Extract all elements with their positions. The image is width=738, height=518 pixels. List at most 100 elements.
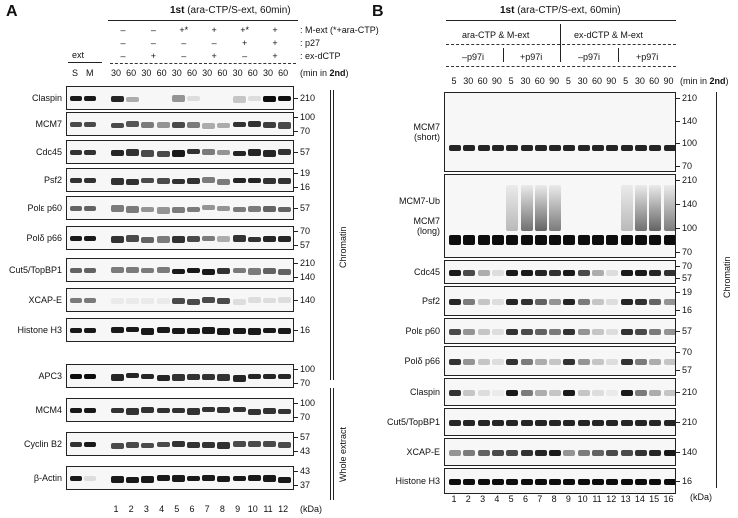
lane-number: 11 bbox=[263, 504, 273, 514]
protein-band-b bbox=[491, 420, 504, 426]
protein-band bbox=[187, 206, 200, 213]
protein-band bbox=[187, 408, 200, 415]
protein-band-b bbox=[506, 329, 519, 335]
protein-band-b bbox=[520, 270, 533, 276]
protein-band bbox=[141, 206, 155, 213]
protein-band-b bbox=[577, 235, 590, 246]
lane-number: 12 bbox=[278, 504, 289, 514]
protein-band-b bbox=[477, 235, 490, 246]
protein-band bbox=[202, 442, 216, 449]
protein-band-b bbox=[520, 479, 533, 485]
lane-number: 3 bbox=[143, 504, 149, 514]
marker-label: 43 bbox=[300, 446, 311, 456]
protein-band bbox=[232, 150, 246, 156]
protein-band bbox=[187, 149, 200, 155]
protein-band-b bbox=[449, 420, 461, 426]
protein-band bbox=[202, 122, 216, 129]
protein-band bbox=[84, 374, 96, 379]
protein-band-b bbox=[592, 235, 604, 246]
protein-band-b bbox=[491, 479, 504, 485]
marker-tick-b bbox=[676, 180, 680, 181]
protein-label-b: XCAP-E bbox=[406, 447, 440, 457]
timepoint-label: 60 bbox=[186, 68, 197, 78]
protein-band bbox=[263, 475, 276, 482]
protein-band-b bbox=[534, 359, 547, 365]
protein-band-b bbox=[506, 299, 519, 305]
lane-number: 5 bbox=[174, 504, 180, 514]
marker-tick-b bbox=[676, 392, 680, 393]
marker-label-b: 70 bbox=[682, 247, 693, 257]
panel-b-kda: (kDa) bbox=[690, 492, 712, 502]
protein-band-b bbox=[620, 359, 633, 365]
protein-band-b bbox=[620, 299, 633, 305]
marker-tick-b bbox=[676, 120, 680, 122]
panel-a-time-unit: (min in 2nd) bbox=[300, 68, 349, 78]
panel-a-kda: (kDa) bbox=[300, 504, 322, 514]
marker-tick-b bbox=[676, 331, 680, 332]
protein-band bbox=[141, 121, 155, 129]
lane-number-b: 14 bbox=[634, 494, 645, 504]
protein-band-b bbox=[449, 390, 461, 396]
condition-symbol: + bbox=[272, 25, 278, 35]
protein-band bbox=[171, 441, 185, 448]
protein-band-b bbox=[649, 235, 662, 246]
protein-band bbox=[141, 373, 155, 379]
protein-band-b bbox=[606, 450, 619, 456]
protein-band-b bbox=[506, 420, 519, 426]
sub-label-1: –p97i bbox=[462, 52, 485, 62]
protein-band-b bbox=[634, 329, 647, 335]
protein-band-b bbox=[477, 450, 490, 456]
cond-label-p27: : p27 bbox=[300, 38, 321, 48]
condition-symbol: + bbox=[272, 38, 278, 48]
protein-band-b bbox=[477, 145, 490, 151]
protein-band-b bbox=[520, 359, 533, 365]
protein-band bbox=[202, 235, 216, 242]
protein-band-b bbox=[449, 359, 461, 365]
protein-band-b bbox=[563, 359, 576, 365]
protein-band-b bbox=[463, 359, 476, 365]
protein-band bbox=[247, 374, 261, 380]
protein-band-b bbox=[634, 359, 647, 365]
sub-label-3: –p97i bbox=[578, 52, 601, 62]
protein-band bbox=[247, 121, 261, 128]
marker-label-b: 100 bbox=[682, 138, 698, 149]
timepoint-label-b: 60 bbox=[534, 76, 545, 86]
protein-band-b bbox=[634, 145, 647, 151]
protein-band-b bbox=[534, 329, 547, 335]
protein-band-b bbox=[649, 450, 662, 456]
protein-band bbox=[111, 374, 124, 382]
protein-band-b bbox=[520, 329, 533, 335]
western-blot-b bbox=[444, 438, 676, 466]
protein-band-b bbox=[563, 329, 576, 335]
protein-band bbox=[111, 298, 124, 305]
western-blot bbox=[66, 288, 294, 312]
protein-band-b bbox=[606, 329, 619, 335]
lane-number-b: 7 bbox=[537, 494, 543, 504]
ubiquitin-smear bbox=[663, 185, 675, 232]
protein-band-b bbox=[534, 299, 547, 305]
marker-tick bbox=[294, 117, 298, 118]
protein-band bbox=[263, 122, 276, 129]
panel-b-dash-2 bbox=[446, 66, 676, 67]
protein-band bbox=[247, 475, 261, 482]
protein-band-b bbox=[477, 420, 490, 426]
protein-band bbox=[111, 407, 124, 414]
protein-band-b bbox=[463, 450, 476, 456]
protein-band bbox=[156, 475, 170, 482]
whole-bracket-a2 bbox=[333, 388, 334, 500]
protein-label: XCAP-E bbox=[28, 295, 62, 305]
marker-tick bbox=[294, 437, 298, 438]
western-blot-b bbox=[444, 468, 676, 494]
marker-label: 100 bbox=[300, 398, 316, 408]
protein-label: MCM4 bbox=[35, 405, 63, 415]
protein-band-b bbox=[491, 270, 504, 276]
protein-band bbox=[278, 235, 292, 243]
protein-band-b bbox=[634, 450, 647, 456]
ubiquitin-smear bbox=[534, 185, 547, 232]
time-unit-suffix-b: ) bbox=[725, 76, 729, 86]
protein-band-b bbox=[506, 145, 519, 151]
protein-band bbox=[171, 327, 185, 335]
marker-tick-b bbox=[676, 166, 680, 167]
protein-band bbox=[232, 121, 246, 127]
marker-label: 70 bbox=[300, 226, 311, 236]
